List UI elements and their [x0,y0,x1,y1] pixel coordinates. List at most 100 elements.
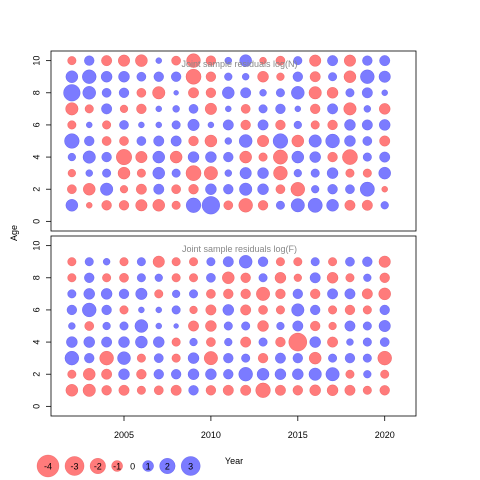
residual-bubble-age5-2012 [239,134,253,148]
residual-bubble-age2-2016 [311,185,320,194]
residual-bubble-age5-2015 [292,320,304,332]
residual-bubble-age5-2009 [188,320,199,332]
residual-bubble-age9-2012 [239,255,253,269]
residual-bubble-age6-2011 [222,304,234,316]
residual-bubble-age4-2019 [362,152,372,162]
residual-bubble-age4-2006 [135,151,148,163]
residual-bubble-age4-2015 [291,150,304,164]
residual-bubble-age3-2014 [275,352,286,364]
y-axis-label: Age [9,225,19,241]
panel-1: Joint sample residuals log(N) 0 2 4 6 8 10 [31,50,417,232]
residual-bubble-age9-2006 [136,257,146,267]
residual-bubble-age6-2014 [276,305,285,315]
residual-bubble-age9-2020 [378,70,391,83]
residual-bubble-age9-2005 [119,257,129,267]
residual-bubble-age8-2020 [379,272,390,283]
residual-bubble-age8-2004 [101,88,112,98]
residual-bubble-age6-2020 [379,119,391,131]
residual-bubble-age5-2004 [101,136,112,146]
residual-bubble-age8-2008 [173,90,179,96]
residual-bubble-age3-2018 [345,168,355,178]
residual-bubble-age6-2005 [119,120,129,130]
residual-bubble-age2-2007 [153,183,165,195]
residual-bubble-age4-2014 [275,336,286,348]
residual-bubble-age6-2008 [171,305,181,315]
residual-bubble-age10-2007 [155,57,162,64]
y-tick-label: 10 [31,56,41,66]
residual-bubble-age8-2002 [63,84,81,102]
residual-bubble-age7-2020 [378,287,391,301]
residual-bubble-age4-2018 [342,149,358,165]
residual-bubble-age8-2012 [240,272,251,283]
residual-bubble-age6-2013 [257,119,269,131]
residual-bubble-age4-2011 [224,338,233,347]
residual-bubble-age7-2005 [118,288,130,299]
residual-bubble-age7-2008 [172,105,180,113]
residual-bubble-age4-2020 [379,151,391,163]
panel-title: Joint sample residuals log(N) [181,59,297,69]
residual-bubble-age4-2002 [67,153,76,162]
residual-bubble-age3-2006 [136,353,146,363]
residual-bubble-age10-2014 [275,55,286,66]
residual-bubble-age1-2008 [171,200,181,210]
residual-bubble-age3-2011 [224,169,232,177]
residual-bubble-age4-2012 [240,336,252,348]
residual-bubble-age10-2013 [259,57,267,65]
residual-bubble-age3-2005 [117,166,131,180]
residual-bubble-age3-2003 [85,169,93,177]
residual-bubble-age1-2020 [379,385,390,396]
x-tick-label: 2005 [114,430,134,440]
residual-bubble-age3-2016 [310,168,320,178]
residual-bubble-age4-2004 [101,336,112,348]
residual-bubble-age5-2016 [310,320,321,332]
residual-bubble-age2-2002 [67,369,77,379]
residual-bubble-age5-2007 [155,322,162,330]
residual-bubble-age10-2016 [309,54,322,67]
residual-bubble-age2-2013 [256,368,270,381]
residual-bubble-age4-2013 [258,337,268,347]
residual-bubble-age5-2008 [173,323,179,329]
residual-bubble-age2-2009 [188,184,199,195]
residual-bubble-age10-2015 [293,56,303,66]
residual-bubble-age9-2011 [222,256,234,268]
residual-bubble-age4-2017 [327,152,338,163]
residual-bubble-age4-2008 [169,150,183,164]
residual-bubble-age7-2017 [327,103,338,115]
residual-bubble-age6-2007 [155,306,162,314]
residual-bubble-age7-2007 [154,289,164,299]
residual-bubble-age4-2016 [309,336,321,348]
residual-bubble-age7-2017 [327,288,338,300]
residual-bubble-age9-2004 [102,258,111,266]
residual-bubble-age1-2013 [257,200,269,211]
legend-bubble [89,458,106,474]
residual-bubble-age9-2016 [310,257,320,267]
residual-bubble-age10-2003 [84,55,95,66]
residual-bubble-age6-2018 [344,119,356,131]
residual-bubble-age8-2010 [206,273,216,283]
residual-bubble-age5-2010 [205,320,217,332]
residual-bubble-age3-2006 [136,168,146,178]
residual-bubble-age1-2004 [101,200,112,211]
residual-bubble-age4-2012 [239,150,252,164]
residual-bubble-age5-2019 [362,136,373,146]
residual-bubble-age9-2019 [362,256,373,267]
residual-bubble-age8-2019 [363,273,372,282]
residual-bubble-age7-2010 [206,289,216,299]
residual-bubble-age3-2018 [344,353,356,364]
residual-bubble-age4-2016 [309,151,321,163]
residual-bubble-age4-2015 [288,332,307,352]
residual-bubble-age7-2018 [344,288,356,300]
residual-bubble-age3-2002 [64,351,79,366]
residual-bubble-age5-2005 [119,321,129,331]
residual-bubble-age1-2017 [326,384,339,396]
residual-bubble-age8-2010 [205,87,216,98]
residual-bubble-age2-2013 [257,183,269,195]
residual-bubble-age5-2017 [325,133,340,149]
residual-bubble-age6-2002 [66,304,77,315]
residual-bubble-age6-2010 [205,304,217,316]
residual-bubble-age7-2016 [310,103,321,114]
legend-bubble [64,456,85,476]
residual-bubble-age8-2002 [67,273,77,283]
residual-bubble-age5-2014 [276,321,285,331]
residual-bubble-age4-2007 [153,336,165,348]
